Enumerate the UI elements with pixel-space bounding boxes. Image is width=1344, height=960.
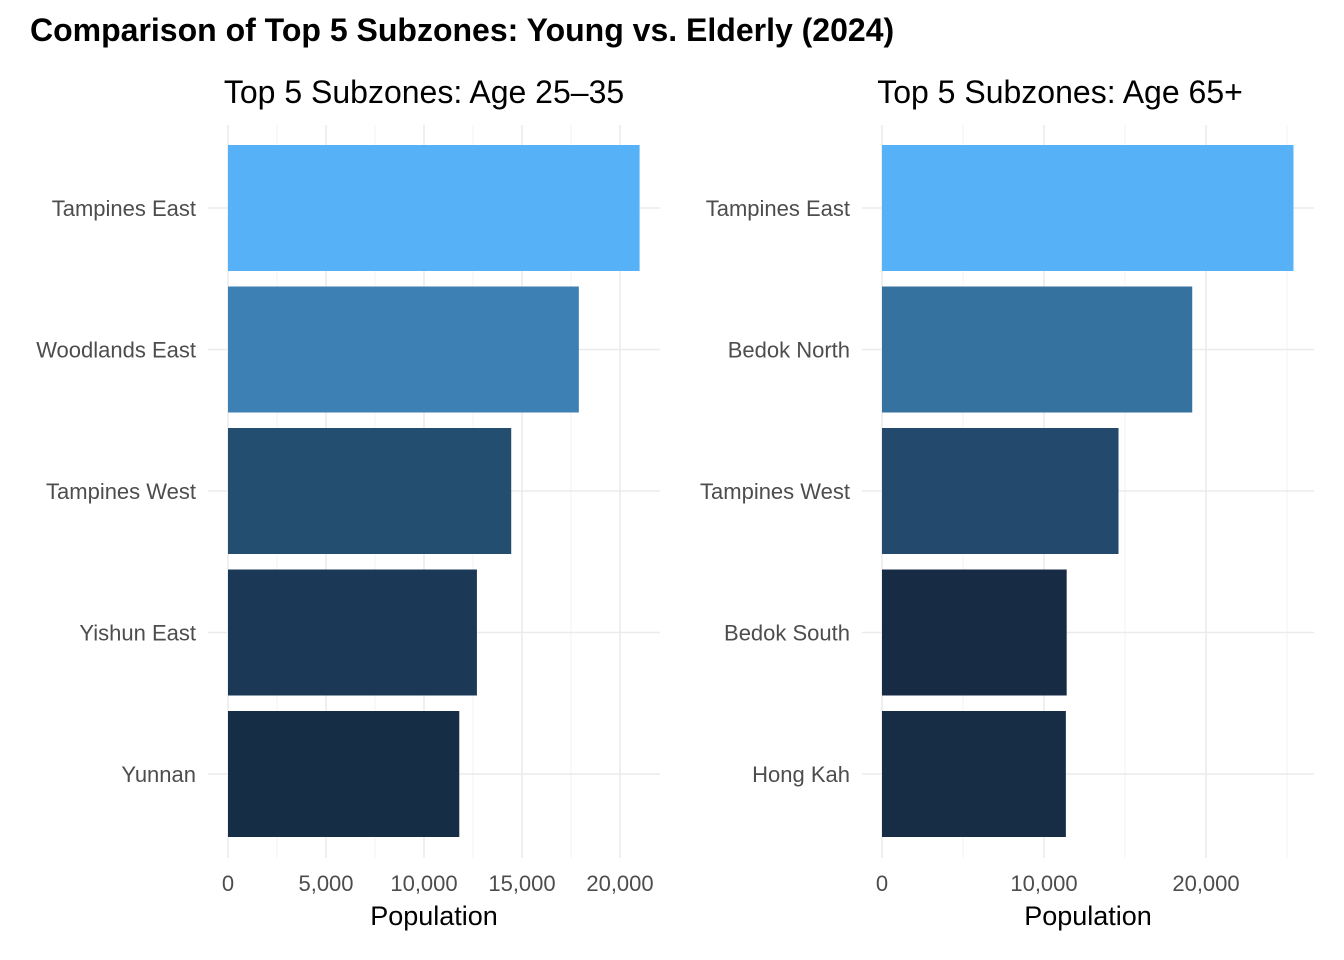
category-label: Bedok North: [728, 338, 850, 363]
x-tick-label: 0: [222, 871, 234, 896]
category-label: Hong Kah: [752, 762, 850, 787]
chart-main-title: Comparison of Top 5 Subzones: Young vs. …: [30, 12, 894, 48]
bars-young: [228, 145, 640, 837]
category-labels-elderly: Tampines East Bedok North Tampines West Bed…: [700, 196, 850, 787]
bar-elderly-5: [882, 711, 1066, 837]
bars-elderly: [882, 145, 1294, 837]
bar-elderly-3: [882, 428, 1119, 554]
category-label: Woodlands East: [36, 338, 196, 363]
x-tick-label: 10,000: [1010, 871, 1077, 896]
category-labels-young: Tampines East Woodlands East Tampines West…: [36, 196, 196, 787]
panel-young: Top 5 Subzones: Age 25–35 Tampines East W…: [36, 74, 660, 931]
panel-title-elderly: Top 5 Subzones: Age 65+: [877, 74, 1243, 110]
bar-young-2: [228, 286, 579, 413]
x-tick-label: 0: [876, 871, 888, 896]
category-label: Tampines East: [706, 196, 850, 221]
bar-young-4: [228, 569, 477, 696]
category-label: Tampines West: [46, 479, 196, 504]
x-axis-title-elderly: Population: [1024, 901, 1152, 931]
category-label: Yunnan: [121, 762, 196, 787]
panel-title-young: Top 5 Subzones: Age 25–35: [224, 74, 624, 110]
category-label: Tampines East: [52, 196, 196, 221]
bar-young-5: [228, 711, 460, 837]
x-axis-title-young: Population: [370, 901, 498, 931]
x-tick-label: 20,000: [586, 871, 653, 896]
category-label: Tampines West: [700, 479, 850, 504]
category-label: Bedok South: [724, 621, 850, 646]
tick-labels-elderly: 0 10,000 20,000: [876, 871, 1240, 896]
category-label: Yishun East: [79, 621, 196, 646]
bar-elderly-1: [882, 145, 1294, 271]
x-tick-label: 5,000: [298, 871, 353, 896]
bar-young-1: [228, 145, 640, 271]
bar-elderly-2: [882, 286, 1193, 413]
x-tick-label: 15,000: [488, 871, 555, 896]
bar-young-3: [228, 428, 512, 554]
tick-labels-young: 0 5,000 10,000 15,000 20,000: [222, 871, 654, 896]
panel-elderly: Top 5 Subzones: Age 65+ Tampines East Bed…: [700, 74, 1314, 931]
x-tick-label: 20,000: [1172, 871, 1239, 896]
bar-elderly-4: [882, 569, 1067, 696]
x-tick-label: 10,000: [390, 871, 457, 896]
